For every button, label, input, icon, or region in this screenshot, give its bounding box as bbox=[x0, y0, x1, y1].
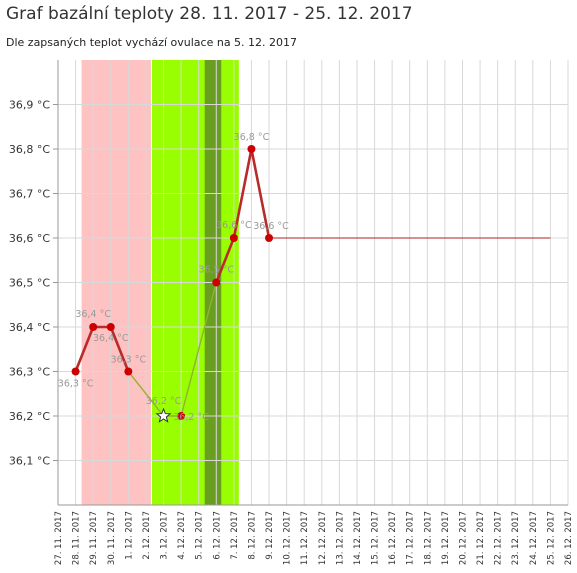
y-axis-tick-label: 36,4 °C bbox=[9, 321, 50, 334]
x-axis-tick-label: 10. 12. 2017 bbox=[283, 511, 293, 565]
temperature-line-segment bbox=[74, 325, 95, 373]
x-axis-tick-label: 21. 12. 2017 bbox=[476, 511, 486, 565]
x-axis-tick-label: 11. 12. 2017 bbox=[300, 511, 310, 565]
x-axis-tick-label: 1. 12. 2017 bbox=[124, 511, 134, 560]
x-axis-tick-label: 12. 12. 2017 bbox=[318, 511, 328, 565]
x-axis-tick-label: 4. 12. 2017 bbox=[177, 511, 187, 560]
y-axis-tick-label: 36,5 °C bbox=[9, 277, 50, 290]
x-axis-tick-label: 20. 12. 2017 bbox=[458, 511, 468, 565]
temperature-data-label: 36,8 °C bbox=[234, 132, 270, 143]
x-axis-tick-label: 8. 12. 2017 bbox=[247, 511, 257, 560]
temperature-marker bbox=[229, 234, 238, 242]
x-axis-tick-label: 25. 12. 2017 bbox=[546, 511, 556, 565]
chart-axes bbox=[53, 60, 568, 506]
x-axis-tick-label: 15. 12. 2017 bbox=[371, 511, 381, 565]
temperature-marker bbox=[177, 412, 186, 420]
temperature-data-label: 36,3 °C bbox=[58, 379, 94, 390]
y-axis-tick-label: 36,6 °C bbox=[9, 232, 50, 245]
x-axis-tick-label: 5. 12. 2017 bbox=[195, 511, 205, 560]
temperature-marker bbox=[106, 323, 115, 331]
x-axis-tick-labels: 27. 11. 2017 28. 11. 2017 29. 11. 2017 30. … bbox=[54, 511, 574, 565]
temperature-data-labels: 36,3 °C 36,4 °C 36,4 °C 36,3 °C 36,2 °C 36,2 … bbox=[58, 132, 289, 423]
x-axis-tick-label: 30. 11. 2017 bbox=[107, 511, 117, 565]
temperature-data-label: 36,6 °C bbox=[216, 220, 252, 231]
x-axis-tick-label: 23. 12. 2017 bbox=[511, 511, 521, 565]
x-axis-tick-label: 18. 12. 2017 bbox=[423, 511, 433, 565]
temperature-line-segment bbox=[180, 281, 217, 417]
x-axis-tick-label: 9. 12. 2017 bbox=[265, 511, 275, 560]
temperature-marker bbox=[212, 278, 221, 287]
temperature-data-label: 36,2 °C bbox=[173, 412, 209, 423]
temperature-marker-star bbox=[155, 407, 172, 423]
y-axis-tick-labels: 36,1 °C 36,2 °C 36,3 °C 36,4 °C 36,5 °C 36,6 … bbox=[9, 99, 50, 468]
y-axis-tick-label: 36,8 °C bbox=[9, 143, 50, 156]
x-axis-tick-label: 29. 11. 2017 bbox=[89, 511, 99, 565]
x-axis-tick-label: 13. 12. 2017 bbox=[335, 511, 345, 565]
x-axis-tick-label: 26. 12. 2017 bbox=[564, 511, 574, 565]
temperature-marker bbox=[265, 234, 274, 242]
temperature-line-segment bbox=[232, 147, 253, 240]
x-axis-tick-label: 28. 11. 2017 bbox=[72, 511, 82, 565]
temperature-data-label: 36,6 °C bbox=[253, 221, 289, 232]
temperature-line-segment bbox=[250, 147, 271, 240]
temperature-line-segment bbox=[214, 236, 236, 284]
chart-title: Graf bazální teploty 28. 11. 2017 - 25. … bbox=[6, 4, 413, 24]
x-axis-tick-label: 17. 12. 2017 bbox=[406, 511, 416, 565]
x-axis-tick-label: 2. 12. 2017 bbox=[142, 511, 152, 560]
temperature-marker bbox=[124, 367, 133, 376]
x-axis-tick-label: 19. 12. 2017 bbox=[441, 511, 451, 565]
temperature-marker bbox=[247, 145, 256, 153]
temperature-data-label: 36,5 °C bbox=[198, 265, 234, 276]
temperature-data-label: 36,4 °C bbox=[93, 333, 129, 344]
temperature-line-segment bbox=[109, 325, 130, 373]
temperature-data-label: 36,4 °C bbox=[75, 309, 111, 320]
y-axis-tick-label: 36,2 °C bbox=[9, 410, 50, 423]
temperature-data-label: 36,2 °C bbox=[146, 396, 182, 407]
y-axis-tick-label: 36,7 °C bbox=[9, 188, 50, 201]
x-axis-tick-label: 7. 12. 2017 bbox=[230, 511, 240, 560]
x-axis-tick-label: 22. 12. 2017 bbox=[494, 511, 504, 565]
temperature-data-label: 36,3 °C bbox=[111, 355, 147, 366]
temperature-marker bbox=[71, 367, 80, 376]
y-axis-tick-label: 36,1 °C bbox=[9, 455, 50, 468]
temperature-markers bbox=[71, 145, 274, 423]
x-axis-tick-label: 14. 12. 2017 bbox=[353, 511, 363, 565]
x-axis-tick-label: 6. 12. 2017 bbox=[212, 511, 222, 560]
x-axis-tick-label: 24. 12. 2017 bbox=[529, 511, 539, 565]
y-axis-tick-label: 36,3 °C bbox=[9, 366, 50, 379]
chart-subtitle: Dle zapsaných teplot vychází ovulace na … bbox=[6, 36, 298, 49]
x-axis-tick-label: 16. 12. 2017 bbox=[388, 511, 398, 565]
x-axis-tick-label: 3. 12. 2017 bbox=[160, 511, 170, 560]
temperature-marker bbox=[89, 323, 98, 331]
x-axis-tick-label: 27. 11. 2017 bbox=[54, 511, 64, 565]
temperature-line-segment bbox=[127, 370, 165, 417]
y-axis-tick-label: 36,9 °C bbox=[9, 99, 50, 112]
temperature-lines bbox=[74, 147, 271, 417]
